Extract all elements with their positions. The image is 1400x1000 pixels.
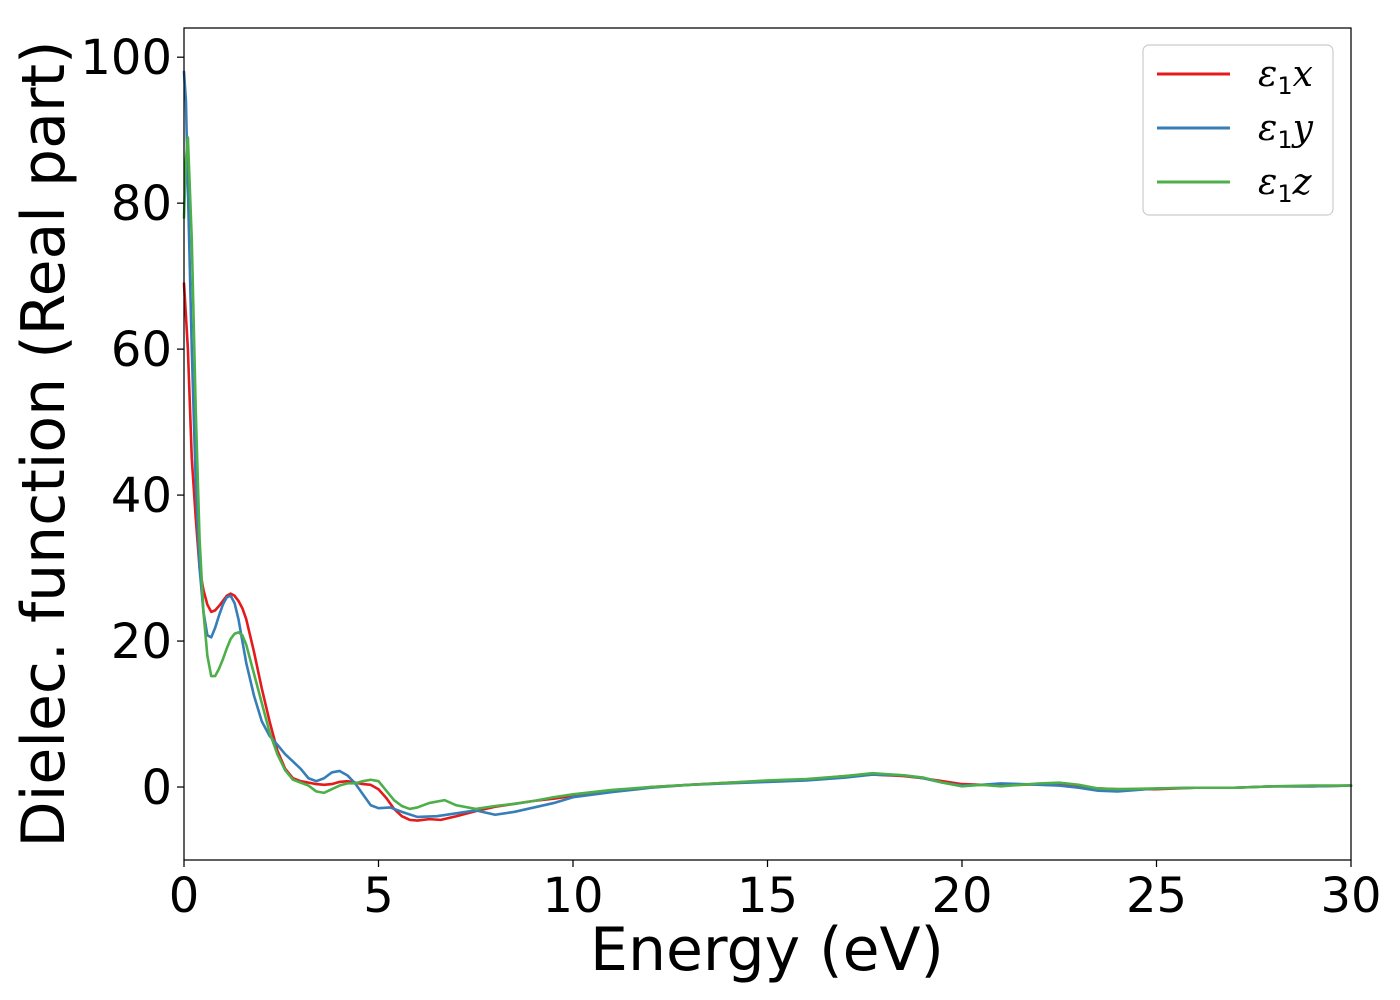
legend-box (1142, 44, 1334, 216)
legend-label-x: ε1x (1258, 54, 1313, 100)
y-tick-label: 0 (141, 760, 172, 816)
x-tick-label: 10 (542, 868, 603, 924)
legend-label-z: ε1z (1258, 162, 1313, 208)
x-tick-label: 25 (1126, 868, 1187, 924)
x-tick-label: 20 (931, 868, 992, 924)
x-axis-label: Energy (eV) (590, 915, 944, 985)
legend: ε1x ε1y ε1z (1142, 44, 1334, 216)
y-tick-label: 40 (111, 468, 172, 524)
ticks-layer: 0 5 10 15 20 25 30 0 20 40 60 80 100 (80, 30, 1381, 924)
y-tick-label: 60 (111, 322, 172, 378)
plot-frame (183, 27, 1352, 861)
y-axis-label: Dielec. function (Real part) (9, 41, 79, 848)
legend-label-y: ε1y (1258, 108, 1314, 154)
legend-items: ε1x ε1y ε1z (1157, 54, 1314, 208)
series-layer (182, 70, 1353, 822)
series-line-z (182, 136, 1353, 811)
y-tick-label: 100 (80, 30, 172, 86)
x-tick-label: 0 (169, 868, 200, 924)
x-tick-label: 15 (737, 868, 798, 924)
series-line-x (182, 282, 1353, 822)
x-tick-label: 30 (1320, 868, 1381, 924)
y-tick-label: 80 (111, 176, 172, 232)
x-tick-label: 5 (363, 868, 394, 924)
series-line-y (182, 70, 1353, 819)
y-tick-label: 20 (111, 614, 172, 670)
